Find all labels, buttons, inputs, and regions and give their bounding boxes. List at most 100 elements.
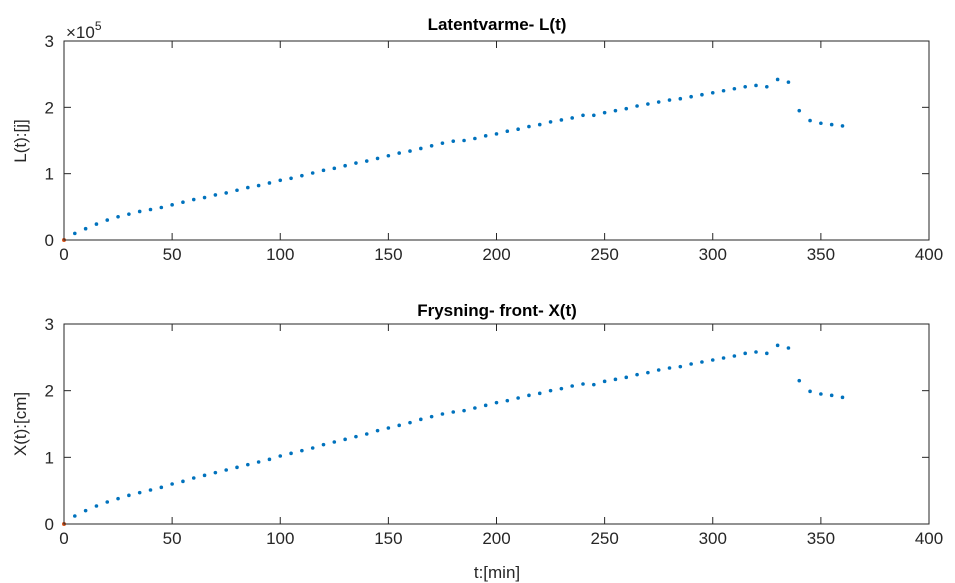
freezing-front-y-tick-label: 0 <box>45 515 54 534</box>
freezing-front-data-point <box>213 470 218 475</box>
latent-heat-x-tick-label: 250 <box>590 245 618 264</box>
freezing-front-data-point <box>191 476 196 480</box>
freezing-front-data-point <box>300 448 304 453</box>
latent-heat-data-point <box>743 84 747 89</box>
latent-heat-data-point <box>527 124 531 129</box>
freezing-front-data-point <box>527 393 531 398</box>
freezing-front-data-point <box>397 423 401 428</box>
latent-heat-data-point <box>483 134 488 138</box>
freezing-front-data-point <box>137 490 142 495</box>
freezing-front-subplot: Frysning- front- X(t) X(t):[cm] 0 50 100 15… <box>11 301 943 582</box>
latent-heat-x-tick-label: 0 <box>59 245 68 264</box>
latent-heat-data-point <box>354 161 358 165</box>
latent-heat-data-point <box>224 191 228 195</box>
latent-heat-data-point <box>429 144 434 148</box>
freezing-front-x-tick-label: 200 <box>482 529 510 548</box>
latent-heat-y-axis-label: L(t):[j] <box>11 119 30 162</box>
freezing-front-data-point <box>148 488 153 492</box>
latent-heat-data-point <box>808 118 812 123</box>
latent-heat-title: Latentvarme- L(t) <box>428 15 567 34</box>
freezing-front-data-point <box>743 351 747 356</box>
freezing-front-data-point <box>343 437 347 442</box>
freezing-front-data-point <box>570 384 574 388</box>
latent-heat-data-point <box>754 83 758 88</box>
freezing-front-data-point <box>797 378 802 383</box>
latent-heat-data-point <box>570 116 574 120</box>
latent-heat-data-point <box>700 92 704 97</box>
freezing-front-data-point <box>765 351 769 356</box>
freezing-front-data-point <box>678 364 683 369</box>
freezing-front-y-tick-label: 1 <box>45 448 54 467</box>
latent-heat-data-point <box>289 176 293 181</box>
freezing-front-data-point <box>419 417 423 422</box>
freezing-front-data-point <box>321 442 326 447</box>
freezing-front-x-tick-label: 0 <box>59 529 68 548</box>
latent-heat-data-point <box>581 113 585 118</box>
latent-heat-data-point <box>94 222 99 226</box>
freezing-front-data-point <box>829 393 834 398</box>
freezing-front-data-point <box>364 432 369 436</box>
latent-heat-data-point <box>343 163 347 168</box>
latent-heat-data-point <box>386 153 391 158</box>
freezing-front-data-point <box>310 446 315 450</box>
freezing-front-data-point <box>689 362 693 366</box>
freezing-front-data-point <box>159 485 164 490</box>
freezing-front-data-point <box>116 496 120 501</box>
latent-heat-data-point <box>775 77 780 82</box>
freezing-front-data-point <box>494 400 499 405</box>
latent-heat-data-point <box>602 110 607 115</box>
freezing-front-data-point <box>354 434 358 439</box>
latent-heat-data-point <box>191 197 196 202</box>
freezing-front-x-tick-label: 300 <box>699 529 727 548</box>
latent-heat-x-tick-label: 350 <box>807 245 835 264</box>
latent-heat-data-point <box>516 127 520 132</box>
latent-heat-data-point <box>235 188 239 193</box>
latent-heat-data-point <box>624 106 629 111</box>
freezing-front-x-tick-label: 350 <box>807 529 835 548</box>
latent-heat-y-exponent: ×105 <box>66 19 102 42</box>
latent-heat-data-point <box>646 102 650 106</box>
latent-heat-data-point <box>181 200 185 204</box>
freezing-front-data-point <box>624 375 629 380</box>
latent-heat-data-point <box>332 166 337 171</box>
latent-heat-plot-area <box>62 77 845 242</box>
latent-heat-data-point <box>710 90 715 95</box>
freezing-front-data-point <box>548 388 553 393</box>
freezing-front-data-point <box>224 468 228 472</box>
latent-heat-data-point <box>840 124 845 128</box>
latent-heat-x-tick-label: 100 <box>266 245 294 264</box>
freezing-front-data-point <box>537 391 542 396</box>
freezing-front-x-axis-label: t:[min] <box>474 563 520 582</box>
freezing-front-data-point <box>559 386 564 391</box>
freezing-front-data-point <box>700 360 704 364</box>
latent-heat-data-point <box>397 151 401 155</box>
latent-heat-data-point <box>689 94 693 99</box>
freezing-front-plot-area <box>62 343 845 526</box>
freezing-front-data-point <box>710 358 715 362</box>
latent-heat-x-tick-label: 300 <box>699 245 727 264</box>
latent-heat-data-point <box>105 218 110 222</box>
latent-heat-data-point <box>256 183 261 188</box>
freezing-front-data-point <box>267 457 272 462</box>
latent-heat-data-point <box>116 214 120 219</box>
freezing-front-data-point <box>602 379 607 384</box>
freezing-front-x-tick-label: 400 <box>915 529 943 548</box>
freezing-front-data-point <box>516 396 520 400</box>
freezing-front-data-point <box>646 370 650 375</box>
freezing-front-data-point <box>408 420 412 425</box>
latent-heat-x-tick-label: 50 <box>163 245 182 264</box>
freezing-front-data-point <box>278 454 283 458</box>
latent-heat-data-point <box>375 156 380 161</box>
latent-heat-data-point <box>462 138 466 143</box>
latent-heat-data-point <box>505 129 510 134</box>
freezing-front-data-point <box>170 482 174 486</box>
latent-heat-data-point <box>440 141 445 145</box>
latent-heat-y-tick-label: 1 <box>45 165 54 184</box>
freezing-front-data-point <box>840 395 845 400</box>
latent-heat-data-point <box>170 203 174 207</box>
freezing-front-data-point <box>94 504 99 508</box>
latent-heat-data-point <box>213 193 218 197</box>
latent-heat-data-point <box>559 118 564 122</box>
freezing-front-axes: 0 50 100 150 200 250 300 350 400 0 1 2 3 <box>45 315 944 548</box>
